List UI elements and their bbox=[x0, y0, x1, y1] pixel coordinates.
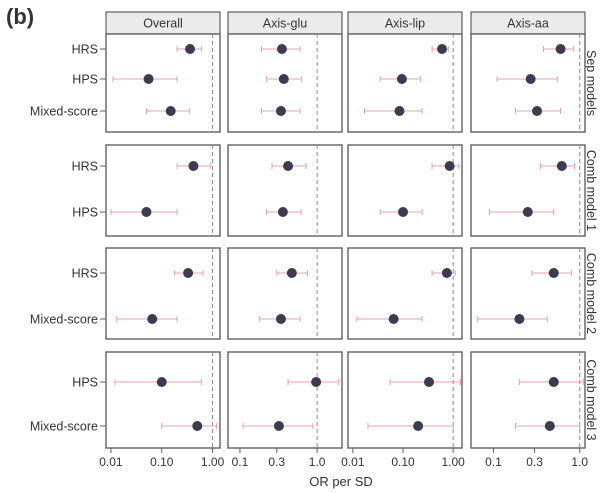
x-tick-label: 1.00 bbox=[201, 455, 225, 469]
panel-frame bbox=[105, 351, 221, 449]
panel-frame bbox=[347, 247, 463, 340]
estimate-point bbox=[311, 377, 322, 387]
y-tick-label: HRS bbox=[72, 160, 98, 174]
estimate-point bbox=[394, 106, 405, 116]
estimate-point bbox=[514, 314, 525, 324]
estimate-point bbox=[147, 314, 158, 324]
estimate-point bbox=[544, 421, 555, 431]
estimate-point bbox=[555, 44, 566, 54]
column-strip-label: Axis-aa bbox=[507, 17, 549, 31]
estimate-point bbox=[396, 74, 407, 84]
estimate-point bbox=[275, 314, 286, 324]
estimate-point bbox=[278, 74, 289, 84]
row-strip-1 bbox=[583, 145, 599, 236]
x-tick-label: 0.10 bbox=[150, 455, 174, 469]
y-tick-label: HRS bbox=[72, 43, 98, 57]
estimate-point bbox=[165, 106, 176, 116]
x-tick-label: 0.3 bbox=[268, 455, 285, 469]
estimate-point bbox=[183, 268, 194, 278]
estimate-point bbox=[286, 268, 297, 278]
panel-frame bbox=[470, 351, 586, 449]
y-tick-label: HPS bbox=[72, 73, 98, 87]
x-tick-label: 0.3 bbox=[526, 455, 543, 469]
estimate-point bbox=[388, 314, 399, 324]
y-tick-label: Mixed-score bbox=[30, 420, 98, 434]
x-tick-label: 1.0 bbox=[571, 455, 588, 469]
x-tick-label: 0.10 bbox=[391, 455, 415, 469]
y-tick-label: HRS bbox=[72, 267, 98, 281]
row-strip-label: Comb model 3 bbox=[584, 359, 598, 440]
estimate-point bbox=[192, 421, 203, 431]
panel-frame bbox=[105, 144, 221, 237]
estimate-point bbox=[141, 207, 152, 217]
x-tick-label: 0.1 bbox=[232, 455, 249, 469]
column-strip-label: Overall bbox=[143, 17, 183, 31]
estimate-point bbox=[188, 161, 199, 171]
row-strip-2 bbox=[583, 248, 599, 339]
panel-frame bbox=[227, 144, 343, 237]
estimate-point bbox=[444, 161, 455, 171]
y-tick-label: HPS bbox=[72, 206, 98, 220]
estimate-point bbox=[283, 161, 294, 171]
panel-frame bbox=[227, 247, 343, 340]
row-strip-0 bbox=[583, 34, 599, 132]
row-strip-label: Comb model 2 bbox=[584, 253, 598, 334]
estimate-point bbox=[532, 106, 543, 116]
panel-label: (b) bbox=[6, 4, 34, 29]
estimate-point bbox=[441, 268, 452, 278]
row-strip-label: Comb model 1 bbox=[584, 150, 598, 231]
estimate-point bbox=[424, 377, 435, 387]
panel-frame bbox=[470, 144, 586, 237]
x-tick-label: 0.01 bbox=[341, 455, 365, 469]
row-strip-3 bbox=[583, 352, 599, 448]
estimate-point bbox=[522, 207, 533, 217]
estimate-point bbox=[156, 377, 167, 387]
estimate-point bbox=[185, 44, 196, 54]
y-tick-label: Mixed-score bbox=[30, 105, 98, 119]
panel-frame bbox=[105, 247, 221, 340]
estimate-point bbox=[548, 268, 559, 278]
column-strip-label: Axis-glu bbox=[263, 17, 308, 31]
estimate-point bbox=[556, 161, 567, 171]
estimate-point bbox=[143, 74, 154, 84]
estimate-point bbox=[398, 207, 409, 217]
x-tick-label: 0.01 bbox=[99, 455, 123, 469]
plot-area: Overall Axis-glu Axis-lip Axis-aa Sep models… bbox=[30, 11, 599, 469]
row-strip-label: Sep models bbox=[584, 50, 598, 116]
estimate-point bbox=[413, 421, 424, 431]
x-tick-label: 1.00 bbox=[441, 455, 465, 469]
estimate-point bbox=[275, 106, 286, 116]
panel-frame bbox=[105, 33, 221, 133]
estimate-point bbox=[548, 377, 559, 387]
x-axis-title: OR per SD bbox=[309, 474, 373, 489]
panel-frame bbox=[227, 351, 343, 449]
estimate-point bbox=[276, 44, 287, 54]
estimate-point bbox=[273, 421, 284, 431]
estimate-point bbox=[525, 74, 536, 84]
y-tick-label: Mixed-score bbox=[30, 313, 98, 327]
panel-frame bbox=[347, 351, 463, 449]
x-tick-label: 1.0 bbox=[309, 455, 326, 469]
x-tick-label: 0.1 bbox=[485, 455, 502, 469]
column-strip-label: Axis-lip bbox=[385, 17, 425, 31]
panel-frame bbox=[470, 247, 586, 340]
y-tick-label: HPS bbox=[72, 376, 98, 390]
estimate-point bbox=[277, 207, 288, 217]
estimate-point bbox=[437, 44, 448, 54]
panel-frame bbox=[347, 144, 463, 237]
